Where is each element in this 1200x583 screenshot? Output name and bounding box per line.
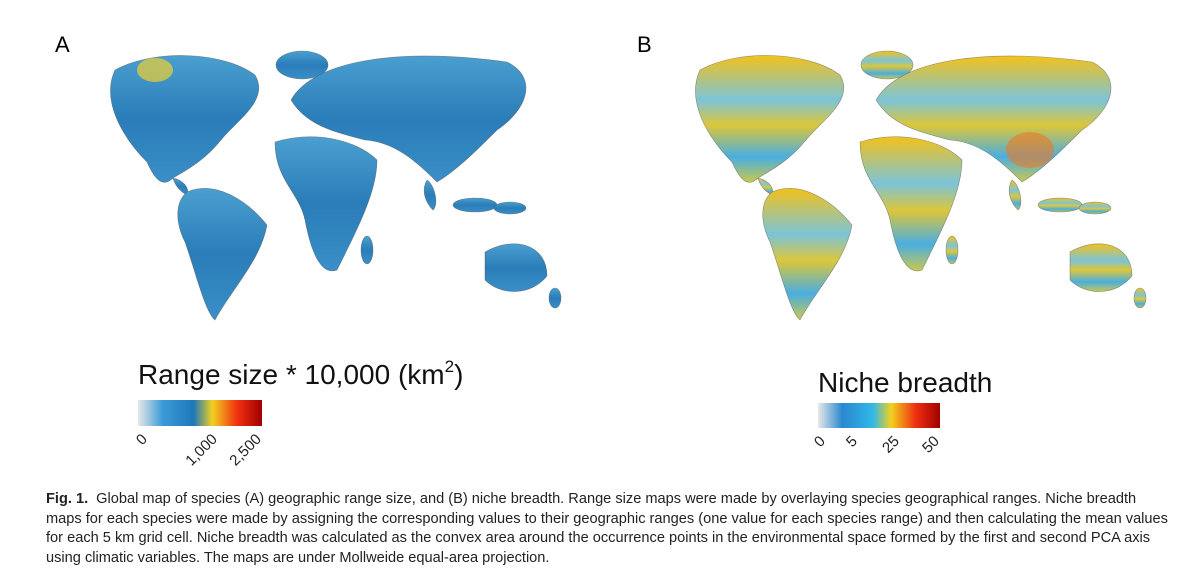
colorbar	[818, 403, 940, 428]
legend-tick: 2,500	[226, 431, 265, 470]
legend-title: Niche breadth	[818, 367, 992, 398]
legend-tick: 1,000	[182, 431, 221, 470]
map-hotspot	[1006, 132, 1054, 168]
map-hotspot	[137, 58, 173, 82]
caption-text: Global map of species (A) geographic ran…	[46, 491, 1168, 566]
caption: Fig. 1. Global map of species (A) geograp…	[46, 490, 1171, 568]
panel-label: A	[55, 32, 70, 57]
legend-tick: 0	[811, 433, 829, 451]
map-niche-breadth	[695, 50, 1147, 321]
map-range-size	[110, 50, 562, 321]
legend-tick: 25	[879, 433, 903, 457]
legend-title: Range size * 10,000 (km2)	[138, 357, 463, 390]
legend-title-text: Range size * 10,000 (km	[138, 359, 445, 390]
panel-label: B	[637, 32, 652, 57]
legend-tick: 50	[919, 433, 943, 457]
colorbar	[138, 400, 262, 426]
legend-tick: 5	[843, 433, 861, 451]
caption-label: Fig. 1.	[46, 491, 89, 507]
legend-title-sup: 2	[445, 357, 454, 376]
legend-title-end: )	[454, 359, 463, 390]
legend-tick: 0	[133, 431, 151, 449]
